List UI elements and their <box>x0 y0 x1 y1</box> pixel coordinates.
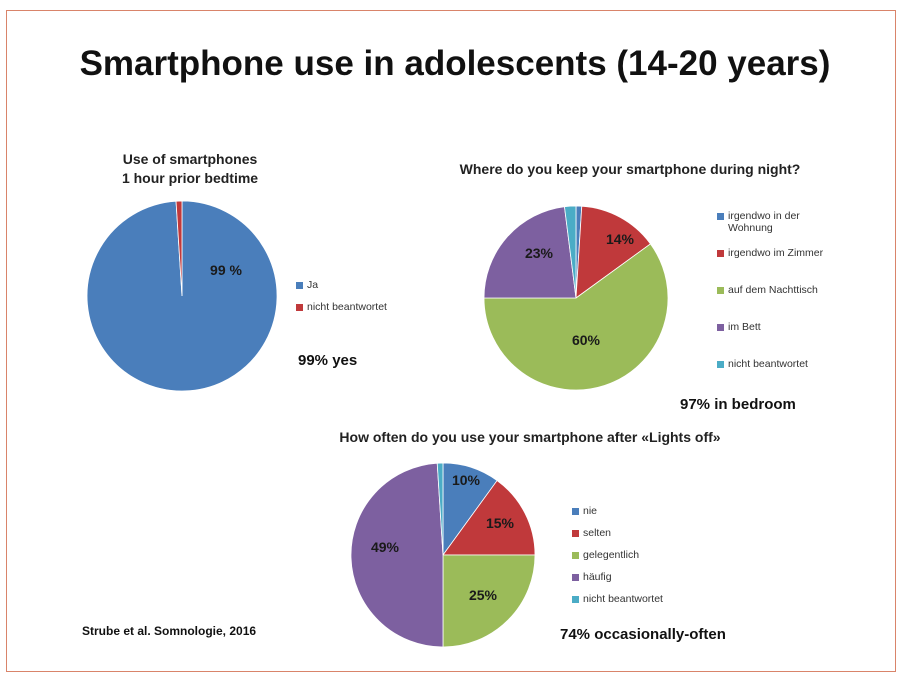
chart2-data-label-3: 23% <box>525 245 554 261</box>
chart1-legend-item-ja: Ja <box>296 279 416 291</box>
chart2-slice-4 <box>564 205 577 299</box>
chart2-legend-item-nachttisch: auf dem Nachttisch <box>717 284 847 296</box>
chart3-slice-1 <box>442 480 536 556</box>
chart3-summary: 74% occasionally-often <box>560 626 726 643</box>
chart3-legend-item-selten: selten <box>572 527 692 539</box>
chart3-legend-label-gelegentlich: gelegentlich <box>583 549 640 561</box>
chart3-legend-item-nicht-beantwortet: nicht beantwortet <box>572 593 692 605</box>
chart2-legend-label-nicht-beantwortet: nicht beantwortet <box>728 358 808 370</box>
chart1-legend-swatch-ja <box>296 282 303 289</box>
chart2-legend-item-zimmer: irgendwo im Zimmer <box>717 247 847 259</box>
chart1-title-line1: Use of smartphones <box>122 151 258 167</box>
chart2-slice-2 <box>483 243 669 391</box>
chart3-legend-swatch-selten <box>572 530 579 537</box>
chart2-legend-label-bett: im Bett <box>728 321 761 333</box>
chart2-legend-item-bett: im Bett <box>717 321 837 333</box>
slide-frame <box>6 10 896 672</box>
chart3-legend-swatch-nie <box>572 508 579 515</box>
chart2-legend-swatch-zimmer <box>717 250 724 257</box>
chart2-legend-item-nicht-beantwortet: nicht beantwortet <box>717 358 837 370</box>
chart2-data-label-1: 14% <box>606 231 635 247</box>
chart3-data-label-1: 15% <box>486 515 515 531</box>
chart2-legend-label-nachttisch: auf dem Nachttisch <box>728 284 818 296</box>
chart3-data-label-3: 49% <box>371 539 400 555</box>
chart1-title: Use of smartphones 1 hour prior bedtime <box>90 150 290 188</box>
chart3-legend-label-nie: nie <box>583 505 598 517</box>
chart1-slice-1 <box>175 200 183 297</box>
chart3-legend-swatch-haeufig <box>572 574 579 581</box>
chart3-legend-swatch-gelegentlich <box>572 552 579 559</box>
chart2-title: Where do you keep your smartphone during… <box>459 161 801 177</box>
chart1-title-line2: 1 hour prior bedtime <box>121 170 259 186</box>
chart3-legend-item-gelegentlich: gelegentlich <box>572 549 692 561</box>
chart2-legend-swatch-bett <box>717 324 724 331</box>
chart3-data-label-0: 10% <box>452 472 481 488</box>
chart2-legend-swatch-nicht-beantwortet <box>717 361 724 368</box>
chart2-legend-swatch-nachttisch <box>717 287 724 294</box>
chart3-data-label-2: 25% <box>469 587 498 603</box>
chart3-legend-label-haeufig: häufig <box>583 571 612 583</box>
chart1-legend-label-nicht-beantwortet: nicht beantwortet <box>307 301 387 313</box>
chart3-legend-swatch-nicht-beantwortet <box>572 596 579 603</box>
chart1-legend-label-ja: Ja <box>307 279 319 291</box>
source-citation: Strube et al. Somnologie, 2016 <box>82 624 257 638</box>
chart2-legend-label-zimmer: irgendwo im Zimmer <box>728 247 824 259</box>
chart2-slice-1 <box>575 205 651 299</box>
chart3-slice-3 <box>350 462 444 648</box>
chart3-legend-label-selten: selten <box>583 527 612 539</box>
chart2-summary: 97% in bedroom <box>680 396 796 413</box>
slide-title: Smartphone use in adolescents (14-20 yea… <box>79 44 831 83</box>
chart1-data-label-0: 99 % <box>210 262 242 278</box>
chart3-legend-item-haeufig: häufig <box>572 571 692 583</box>
chart2-data-label-2: 60% <box>572 332 601 348</box>
chart1-legend-swatch-nicht-beantwortet <box>296 304 303 311</box>
chart1-legend-item-nicht-beantwortet: nicht beantwortet <box>296 301 416 313</box>
chart2-legend-label-wohnung: irgendwo in der Wohnung <box>728 210 800 234</box>
chart3-slice-2 <box>442 554 536 648</box>
chart3-legend-item-nie: nie <box>572 505 692 517</box>
chart2-legend-item-wohnung: irgendwo in der Wohnung <box>717 210 827 234</box>
chart3-slice-4 <box>436 462 444 556</box>
chart3-title: How often do you use your smartphone aft… <box>339 429 721 445</box>
chart3-legend-label-nicht-beantwortet: nicht beantwortet <box>583 593 663 605</box>
chart2-legend-swatch-wohnung <box>717 213 724 220</box>
chart2-slice-3 <box>483 206 577 299</box>
chart1-summary: 99% yes <box>298 352 358 369</box>
